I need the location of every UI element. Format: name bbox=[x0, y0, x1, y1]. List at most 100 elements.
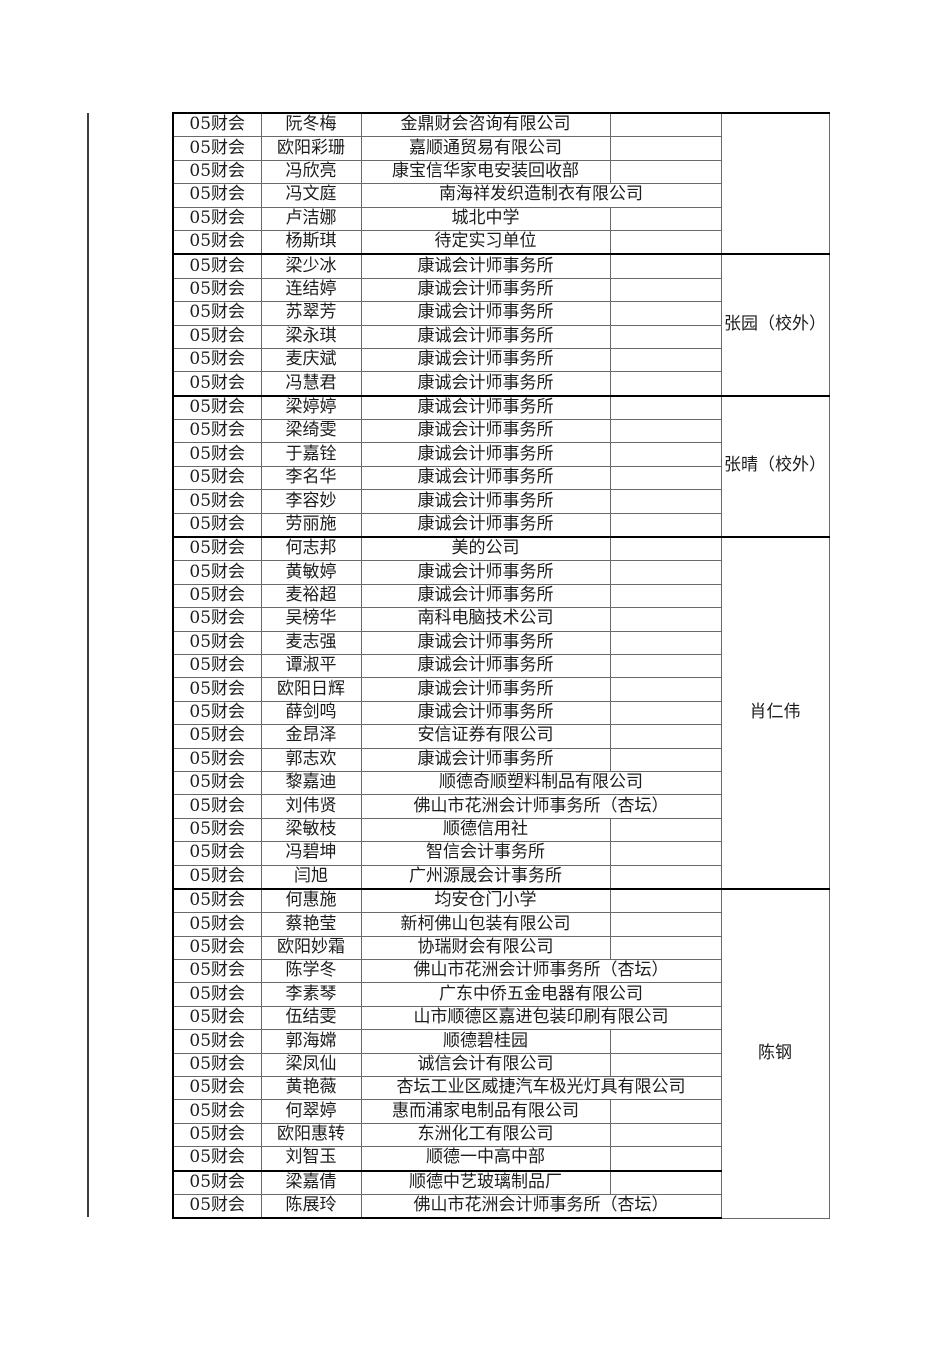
remarks-empty-cell bbox=[609, 301, 722, 326]
class-cell: 05财会 bbox=[172, 560, 262, 585]
student-name-cell: 麦志强 bbox=[260, 630, 362, 655]
class-cell: 05财会 bbox=[172, 301, 262, 326]
table-row: 05财会 郭志欢 康诚会计师事务所 bbox=[172, 747, 829, 772]
class-cell: 05财会 bbox=[172, 419, 262, 444]
company-cell: 康诚会计师事务所 bbox=[360, 253, 611, 279]
company-cell: 美的公司 bbox=[360, 536, 611, 562]
supervisor-cell bbox=[720, 111, 830, 256]
class-cell: 05财会 bbox=[172, 1005, 262, 1031]
company-cell: 康诚会计师事务所 bbox=[360, 277, 611, 303]
company-cell: 广州源晟会计事务所 bbox=[360, 864, 611, 890]
student-name-cell: 梁婷婷 bbox=[260, 394, 362, 421]
class-cell: 05财会 bbox=[172, 324, 262, 349]
table-row: 05财会 梁婷婷 康诚会计师事务所 张晴（校外） bbox=[172, 394, 830, 539]
company-cell: 康诚会计师事务所 bbox=[360, 465, 611, 491]
company-cell: 康诚会计师事务所 bbox=[360, 560, 611, 585]
remarks-empty-cell bbox=[609, 1029, 722, 1054]
table-row: 05财会 何惠施 均安仓门小学 陈钢 bbox=[172, 887, 830, 1219]
table-row: 05财会 冯文庭 南海祥发织造制衣有限公司 bbox=[172, 183, 829, 208]
remarks-empty-cell bbox=[609, 1122, 722, 1148]
table-row: 05财会 刘智玉 顺德一中高中部 bbox=[172, 1146, 829, 1172]
class-cell: 05财会 bbox=[172, 1193, 262, 1220]
company-cell: 杏坛工业区威捷汽车极光灯具有限公司 bbox=[360, 1076, 722, 1101]
class-cell: 05财会 bbox=[172, 912, 262, 937]
remarks-empty-cell bbox=[609, 887, 722, 914]
remarks-empty-cell bbox=[609, 724, 722, 749]
company-cell: 顺德一中高中部 bbox=[360, 1146, 611, 1172]
company-cell: 南海祥发织造制衣有限公司 bbox=[360, 183, 722, 208]
table-row: 05财会 李素琴 广东中侨五金电器有限公司 bbox=[172, 982, 829, 1007]
class-cell: 05财会 bbox=[172, 607, 262, 632]
table-row: 05财会 刘伟贤 佛山市花洲会计师事务所（杏坛） bbox=[172, 794, 829, 819]
table-row: 05财会 麦裕超 康诚会计师事务所 bbox=[172, 583, 829, 609]
company-cell: 安信证券有限公司 bbox=[360, 724, 611, 749]
student-name-cell: 杨斯琪 bbox=[260, 229, 362, 255]
student-name-cell: 冯慧君 bbox=[260, 371, 362, 397]
class-cell: 05财会 bbox=[172, 841, 262, 866]
student-name-cell: 黄敏婷 bbox=[260, 560, 362, 585]
company-cell: 顺德奇顺塑料制品有限公司 bbox=[360, 770, 722, 796]
remarks-empty-cell bbox=[609, 324, 722, 349]
remarks-empty-cell bbox=[609, 1052, 722, 1078]
company-cell: 康诚会计师事务所 bbox=[360, 442, 611, 467]
table-row: 05财会 冯欣亮 康宝信华家电安装回收部 bbox=[172, 159, 829, 185]
class-cell: 05财会 bbox=[172, 1122, 262, 1148]
company-cell: 惠而浦家电制品有限公司 bbox=[360, 1099, 611, 1124]
company-cell: 待定实习单位 bbox=[360, 229, 611, 255]
student-name-cell: 薛剑鸣 bbox=[260, 700, 362, 726]
remarks-empty-cell bbox=[609, 489, 722, 514]
student-name-cell: 苏翠芳 bbox=[260, 301, 362, 326]
student-name-cell: 麦裕超 bbox=[260, 583, 362, 609]
company-cell: 嘉顺通贸易有限公司 bbox=[360, 136, 611, 161]
student-name-cell: 黄艳薇 bbox=[260, 1076, 362, 1101]
class-cell: 05财会 bbox=[172, 794, 262, 819]
company-cell: 康诚会计师事务所 bbox=[360, 301, 611, 326]
student-name-cell: 梁绮雯 bbox=[260, 419, 362, 444]
company-cell: 佛山市花洲会计师事务所（杏坛） bbox=[360, 1193, 722, 1220]
remarks-empty-cell bbox=[609, 653, 722, 679]
student-name-cell: 麦庆斌 bbox=[260, 347, 362, 373]
remarks-empty-cell bbox=[609, 935, 722, 961]
student-name-cell: 何惠施 bbox=[260, 887, 362, 914]
remarks-empty-cell bbox=[609, 536, 722, 562]
student-name-cell: 伍结雯 bbox=[260, 1005, 362, 1031]
student-name-cell: 阮冬梅 bbox=[260, 112, 362, 138]
remarks-empty-cell bbox=[609, 747, 722, 772]
remarks-empty-cell bbox=[609, 630, 722, 655]
remarks-empty-cell bbox=[609, 394, 722, 421]
company-cell: 康诚会计师事务所 bbox=[360, 419, 611, 444]
student-name-cell: 闫旭 bbox=[260, 864, 362, 890]
table-row: 05财会 黄艳薇 杏坛工业区威捷汽车极光灯具有限公司 bbox=[172, 1076, 829, 1101]
table-row: 05财会 谭淑平 康诚会计师事务所 bbox=[172, 653, 829, 679]
student-name-cell: 黎嘉迪 bbox=[260, 770, 362, 796]
table-row: 05财会 连结婷 康诚会计师事务所 bbox=[172, 277, 829, 303]
remarks-empty-cell bbox=[609, 253, 722, 279]
remarks-empty-cell bbox=[609, 864, 722, 890]
student-name-cell: 欧阳日辉 bbox=[260, 677, 362, 702]
student-name-cell: 谭淑平 bbox=[260, 653, 362, 679]
student-name-cell: 李名华 bbox=[260, 465, 362, 491]
student-name-cell: 蔡艳莹 bbox=[260, 912, 362, 937]
supervisor-cell: 肖仁伟 bbox=[720, 537, 830, 890]
class-cell: 05财会 bbox=[172, 112, 262, 138]
student-name-cell: 刘伟贤 bbox=[260, 794, 362, 819]
remarks-empty-cell bbox=[609, 912, 722, 937]
class-cell: 05财会 bbox=[172, 229, 262, 255]
class-cell: 05财会 bbox=[172, 536, 262, 562]
company-cell: 康诚会计师事务所 bbox=[360, 394, 611, 421]
remarks-empty-cell bbox=[609, 583, 722, 609]
table-row: 05财会 劳丽施 康诚会计师事务所 bbox=[172, 512, 829, 538]
company-cell: 顺德中艺玻璃制品厂 bbox=[360, 1170, 611, 1195]
company-cell: 山市顺德区嘉进包装印刷有限公司 bbox=[360, 1005, 722, 1031]
remarks-empty-cell bbox=[609, 1170, 722, 1195]
remarks-empty-cell bbox=[609, 1099, 722, 1124]
remarks-empty-cell bbox=[609, 371, 722, 397]
class-cell: 05财会 bbox=[172, 1052, 262, 1078]
class-cell: 05财会 bbox=[172, 371, 262, 397]
student-name-cell: 梁永琪 bbox=[260, 324, 362, 349]
class-cell: 05财会 bbox=[172, 935, 262, 961]
class-cell: 05财会 bbox=[172, 959, 262, 984]
company-cell: 康诚会计师事务所 bbox=[360, 747, 611, 772]
remarks-empty-cell bbox=[609, 512, 722, 538]
